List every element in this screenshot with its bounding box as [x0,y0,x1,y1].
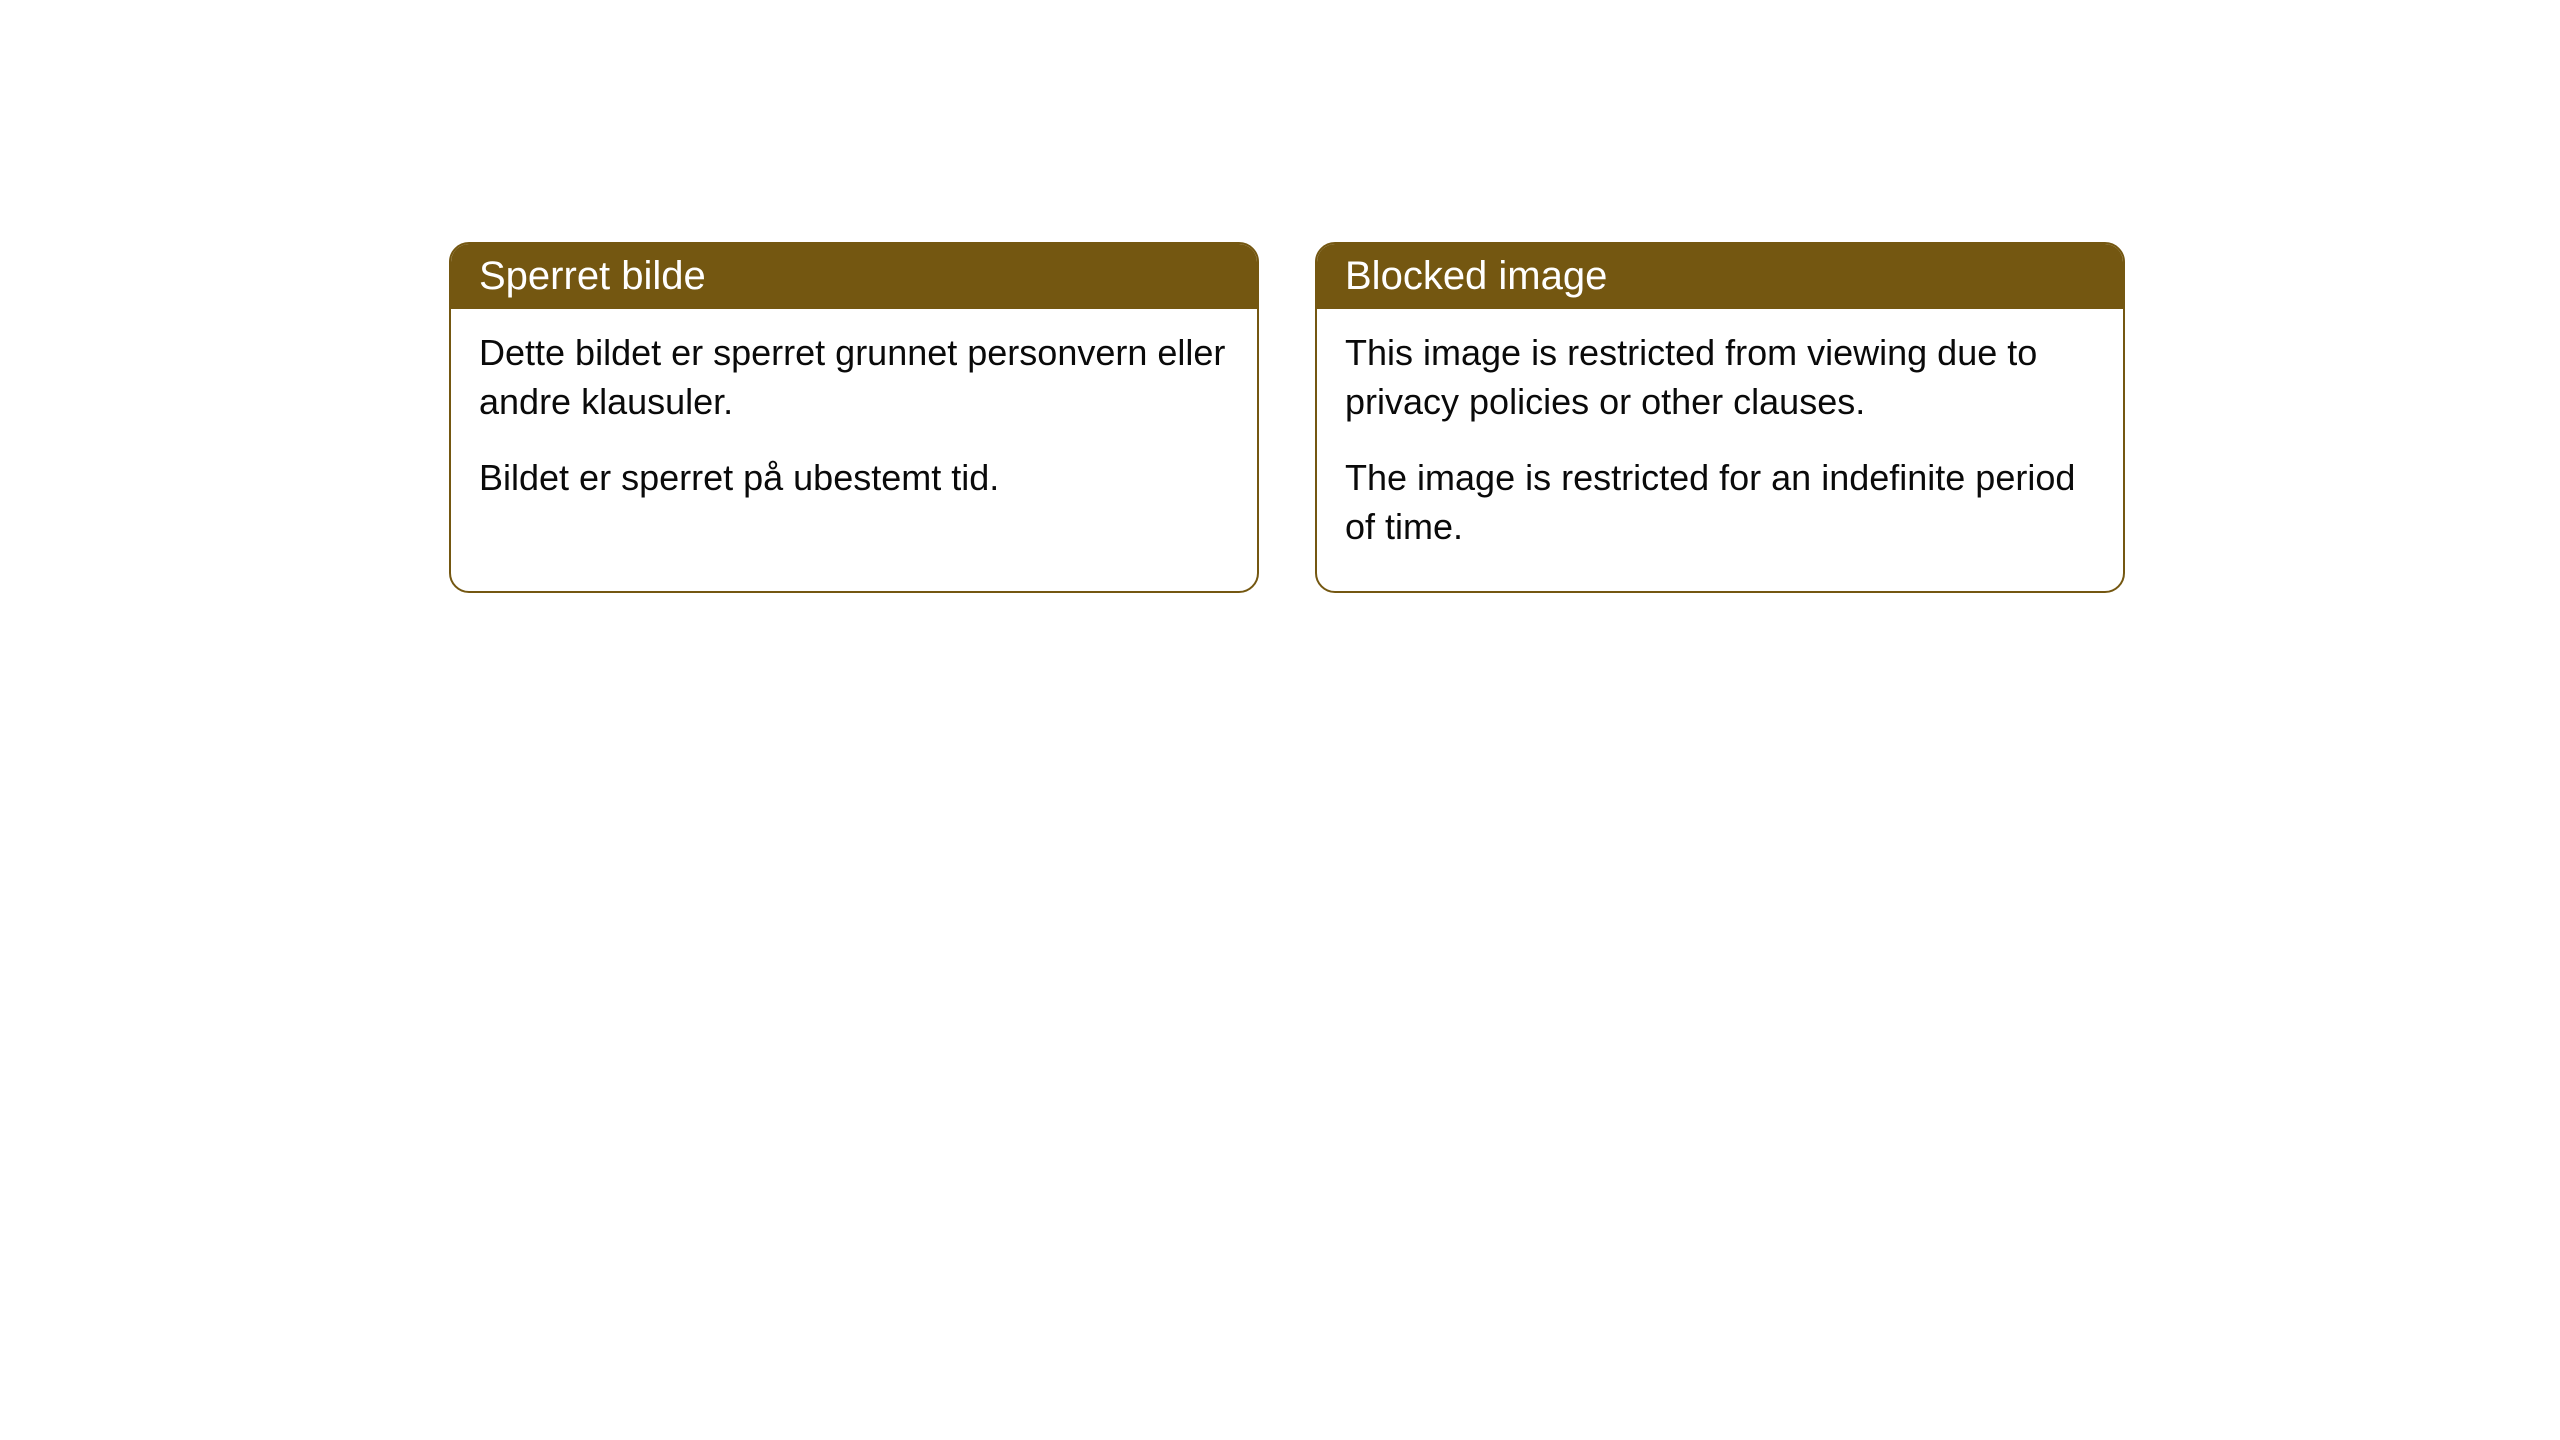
card-paragraph: This image is restricted from viewing du… [1345,329,2095,426]
card-paragraph: Bildet er sperret på ubestemt tid. [479,454,1229,503]
card-paragraph: Dette bildet er sperret grunnet personve… [479,329,1229,426]
blocked-image-card-english: Blocked image This image is restricted f… [1315,242,2125,593]
card-paragraph: The image is restricted for an indefinit… [1345,454,2095,551]
card-header: Sperret bilde [451,244,1257,309]
card-header: Blocked image [1317,244,2123,309]
blocked-image-card-norwegian: Sperret bilde Dette bildet er sperret gr… [449,242,1259,593]
card-body: This image is restricted from viewing du… [1317,309,2123,591]
card-title: Blocked image [1345,254,1607,298]
notice-cards-container: Sperret bilde Dette bildet er sperret gr… [449,242,2125,593]
card-title: Sperret bilde [479,254,706,298]
card-body: Dette bildet er sperret grunnet personve… [451,309,1257,543]
